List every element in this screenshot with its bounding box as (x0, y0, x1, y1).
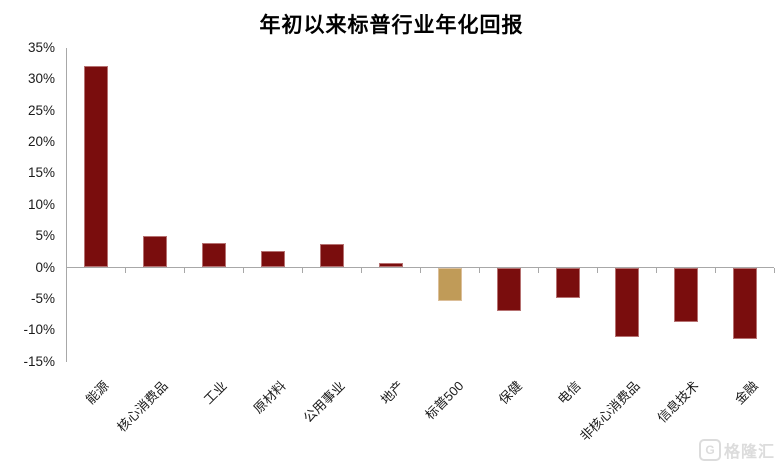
x-category-label: 地产 (378, 378, 408, 408)
x-category-label: 原材料 (251, 378, 290, 417)
chart-title: 年初以来标普行业年化回报 (259, 14, 524, 37)
x-axis-tick (184, 268, 185, 273)
x-category-label: 保健 (496, 378, 526, 408)
bar-金融 (732, 268, 757, 339)
x-axis-tick (656, 268, 657, 273)
y-tick-label: 25% (27, 102, 55, 118)
bar-工业 (201, 243, 226, 268)
x-category-label: 工业 (201, 378, 231, 408)
watermark-text: 格隆汇 (723, 444, 775, 461)
x-axis-tick (302, 268, 303, 273)
y-tick-label: 0% (35, 259, 55, 275)
y-tick-label: -15% (23, 353, 55, 369)
watermark: G 格隆汇 (698, 438, 775, 462)
y-tick-label: 20% (27, 134, 55, 150)
x-category-label: 电信 (555, 378, 585, 408)
y-tick-label: 10% (27, 196, 55, 212)
bar-信息技术 (673, 268, 698, 323)
x-axis-tick (715, 268, 716, 273)
x-axis-tick (420, 268, 421, 273)
bar-标普500 (437, 268, 462, 301)
bar-非核心消费品 (614, 268, 639, 337)
bar-电信 (555, 268, 580, 299)
gelonghui-logo-icon: G (698, 439, 721, 461)
y-axis-line (66, 48, 67, 362)
x-category-label: 标普500 (421, 378, 467, 423)
y-tick-label: -10% (23, 322, 55, 338)
x-axis-tick (243, 268, 244, 273)
y-tick-label: 30% (27, 71, 55, 87)
bar-公用事业 (319, 243, 344, 268)
x-category-label: 金融 (732, 378, 762, 408)
x-category-label: 能源 (83, 378, 113, 408)
bar-地产 (378, 263, 403, 268)
x-axis-tick (361, 268, 362, 273)
x-axis-tick (774, 268, 775, 273)
x-axis-tick (66, 268, 67, 273)
bar-保健 (496, 268, 521, 311)
x-category-label: 信息技术 (654, 378, 703, 426)
x-category-label: 公用事业 (300, 378, 349, 426)
x-category-label: 核心消费品 (114, 378, 172, 435)
y-tick-label: 15% (27, 165, 55, 181)
bar-能源 (83, 65, 108, 268)
bar-原材料 (260, 250, 285, 268)
y-tick-label: 35% (27, 40, 55, 56)
y-tick-label: 5% (35, 228, 55, 244)
x-axis-tick (538, 268, 539, 273)
bar-核心消费品 (142, 236, 167, 268)
x-axis-tick (479, 268, 480, 273)
zero-baseline (66, 266, 774, 269)
x-axis-tick (597, 268, 598, 273)
y-tick-label: -5% (30, 290, 55, 306)
x-category-label: 非核心消费品 (577, 378, 644, 444)
x-axis-tick (125, 268, 126, 273)
